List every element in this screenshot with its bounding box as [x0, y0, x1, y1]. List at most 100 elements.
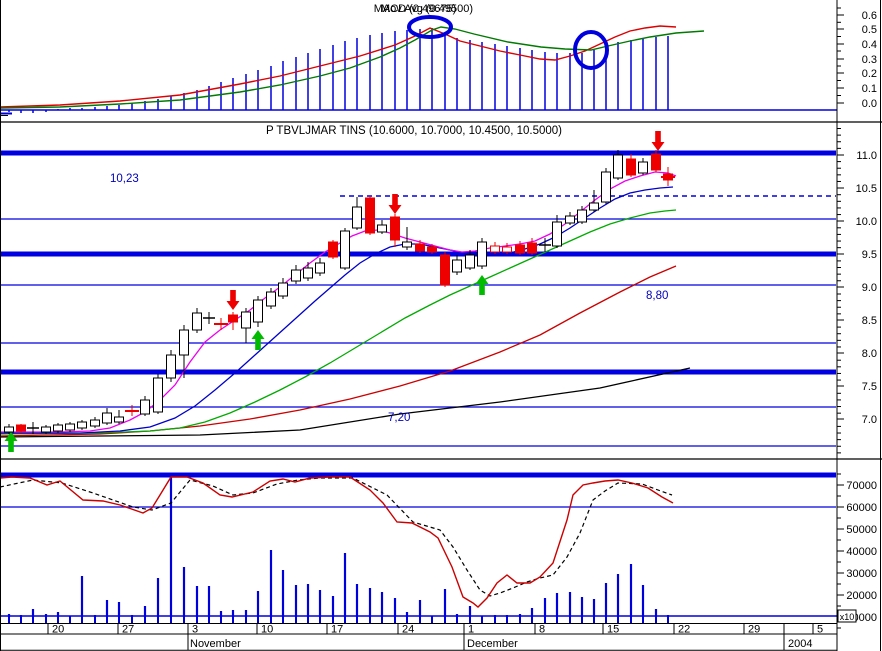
macd-signal-line — [0, 26, 705, 109]
week-label: 27 — [122, 624, 134, 636]
candle-body — [440, 254, 450, 286]
candle-body — [140, 399, 150, 415]
axis-tick-label: 11.0 — [856, 150, 877, 162]
week-label: 22 — [678, 624, 690, 636]
candle-body — [552, 221, 562, 247]
candle-body — [291, 269, 301, 282]
candle-body — [77, 421, 87, 429]
axis-tick-label: 0.4 — [862, 39, 877, 51]
candle-body — [377, 224, 387, 233]
week-label: 10 — [261, 624, 273, 636]
candle-body — [651, 153, 661, 171]
axis-tick-label: 0.5 — [862, 24, 877, 36]
crossover-circle-annotation — [573, 30, 609, 70]
candle-body — [477, 241, 487, 267]
level-label-1023: 10,23 — [110, 173, 139, 185]
axis-tick-label: 0.6 — [862, 10, 877, 22]
candle-body — [278, 282, 288, 297]
axis-tick-label: 7.0 — [862, 414, 877, 426]
candle-body — [4, 426, 14, 433]
axis-tick-label: 40000 — [846, 546, 877, 558]
candle-body — [228, 314, 238, 323]
price-title: P TBVLJMAR TINS (10.6000, 10.7000, 10.45… — [266, 125, 562, 137]
axis-tick-label: 10.5 — [856, 183, 877, 195]
crossover-circle-annotation — [407, 15, 453, 39]
moving-average-red — [0, 265, 677, 437]
volume-panel[interactable] — [0, 472, 837, 617]
candle-body — [465, 254, 475, 269]
axis-tick-label: 7.5 — [862, 381, 877, 393]
month-label-november: November — [190, 638, 241, 650]
candle-body — [340, 230, 350, 269]
moving-average-blue — [0, 186, 674, 434]
axis-tick-label: 0.0 — [862, 98, 877, 110]
candle-body — [452, 259, 462, 273]
axis-tick-label: 8.5 — [862, 315, 877, 327]
axis-tick-label: 9.5 — [862, 249, 877, 261]
axis-tick-label: 70000 — [846, 480, 877, 492]
candle-body — [153, 377, 163, 413]
sell-signal-arrow — [651, 131, 665, 151]
candle-body — [166, 354, 176, 379]
axis-tick-label: 10.0 — [856, 216, 877, 228]
moving-average-magenta — [0, 171, 677, 433]
candle-body — [16, 424, 26, 432]
week-label: 3 — [192, 624, 198, 636]
axis-tick-label: 60000 — [846, 502, 877, 514]
month-label-december: December — [467, 638, 518, 650]
axis-tick-label: 20000 — [846, 590, 877, 602]
axis-tick-label: 0.2 — [862, 68, 877, 80]
week-label: 1 — [468, 624, 474, 636]
level-label-720: 7,20 — [388, 412, 410, 424]
candle-body — [638, 161, 648, 174]
macd-title-b: Mov Avg (0.49500) — [381, 3, 473, 15]
x10-multiplier-label: x10 — [840, 612, 855, 622]
right-axis: 0.6 0.5 0.4 0.3 0.2 0.1 0.0 11.0 10.5 10.0 9.5 9.0 8… — [836, 0, 877, 651]
candle-body — [41, 426, 51, 433]
price-panel[interactable] — [0, 131, 836, 452]
week-label: 24 — [402, 624, 414, 636]
candle-body — [663, 173, 673, 181]
candle-body — [515, 244, 525, 254]
candle-body — [328, 241, 338, 258]
axis-tick-label: 30000 — [846, 568, 877, 580]
candle-body — [577, 209, 587, 223]
candle-body — [352, 206, 362, 229]
buy-signal-arrow — [475, 275, 489, 295]
buy-signal-arrow — [4, 432, 18, 452]
week-label: 5 — [817, 624, 823, 636]
candle-body — [53, 424, 63, 432]
week-label: 20 — [52, 624, 64, 636]
axis-tick-label: 9.0 — [862, 282, 877, 294]
macd-panel[interactable] — [0, 15, 837, 116]
candle-body — [303, 267, 313, 279]
candle-body — [365, 197, 375, 234]
candle-body — [565, 215, 575, 224]
candle-body — [589, 202, 599, 211]
candle-body — [253, 299, 263, 323]
axis-tick-label: 50000 — [846, 524, 877, 536]
year-label-2004: 2004 — [788, 638, 812, 650]
candle-body — [427, 246, 437, 253]
oscillator-fast-line — [0, 476, 674, 608]
candle-body — [601, 171, 611, 203]
x10-box — [837, 609, 857, 623]
candle-body — [390, 216, 400, 241]
moving-average-green — [0, 209, 677, 435]
candle-body — [241, 311, 251, 329]
candle-body — [490, 245, 500, 253]
axis-tick-label: 0.3 — [862, 54, 877, 66]
candle-body — [626, 158, 636, 176]
candle-body — [114, 416, 124, 423]
candle-body — [415, 243, 425, 252]
sell-signal-arrow — [226, 290, 240, 310]
candle-body — [65, 423, 75, 431]
candle-body — [502, 246, 512, 253]
candle-body — [613, 154, 623, 179]
candle-body — [315, 262, 325, 274]
axis-tick-label: 0.1 — [862, 83, 877, 95]
week-label: 8 — [539, 624, 545, 636]
axis-tick-label: 8.0 — [862, 348, 877, 360]
